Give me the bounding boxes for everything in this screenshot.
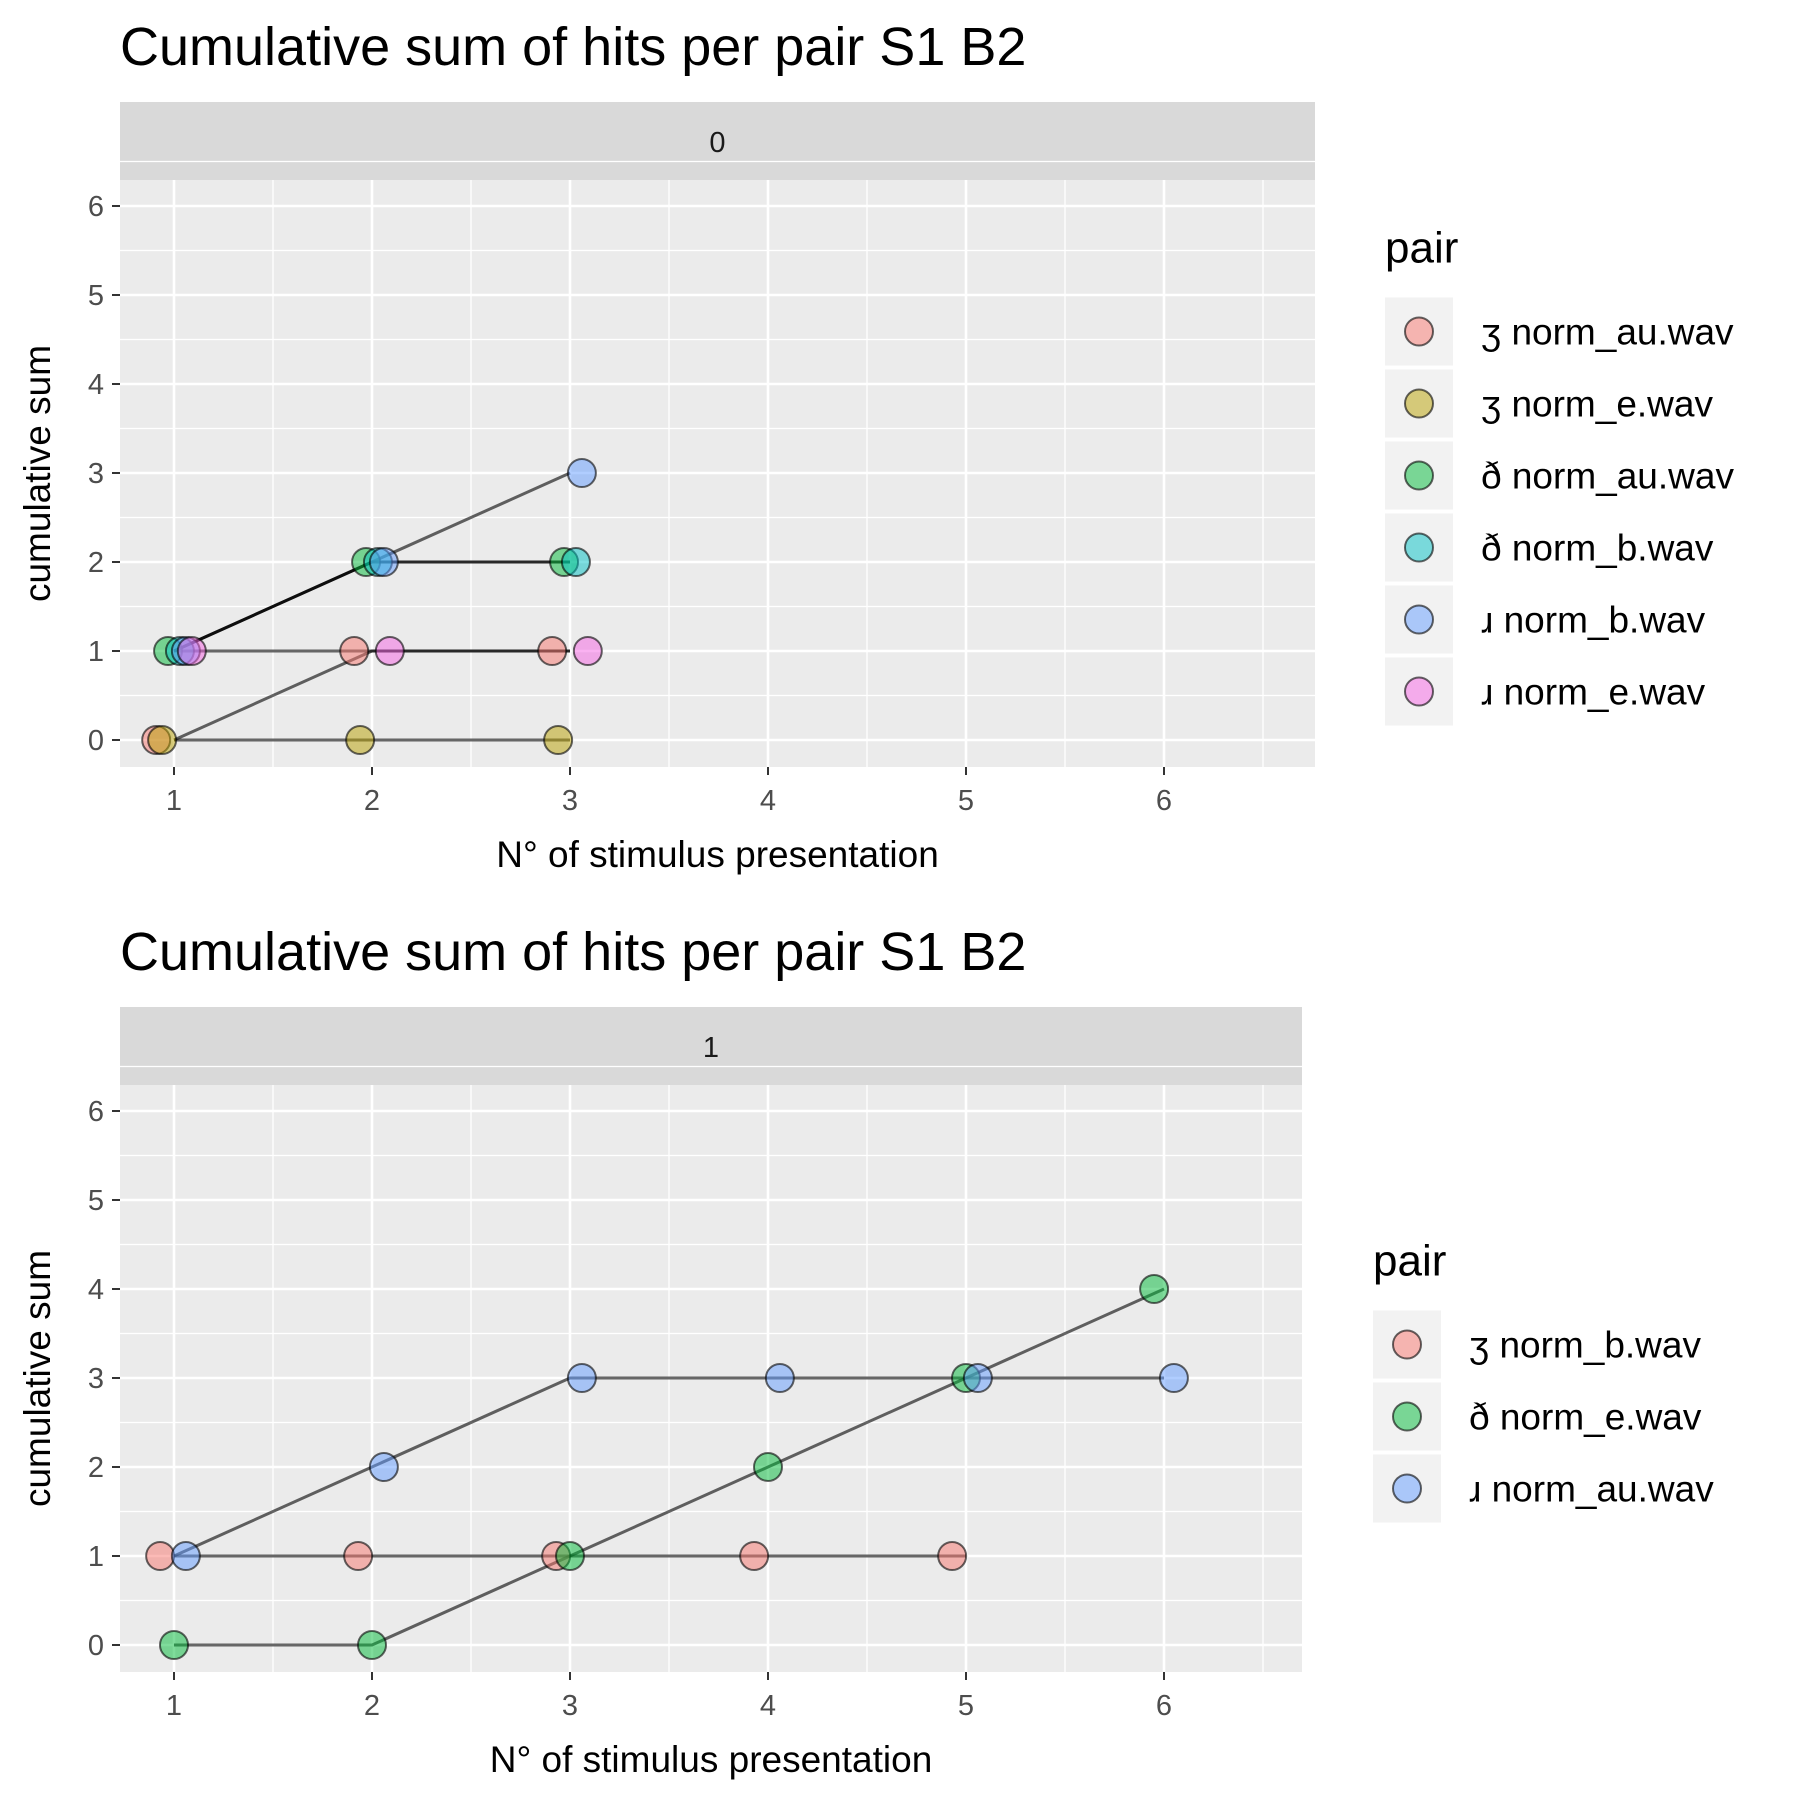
x-tick-label: 6 (1156, 785, 1172, 817)
data-point (753, 1452, 783, 1482)
legend-label: ʒ norm_e.wav (1481, 384, 1713, 425)
y-tick-label: 2 (88, 547, 104, 579)
data-point (374, 636, 405, 666)
x-tick-label: 3 (562, 1690, 578, 1722)
legend-title: pair (1373, 1237, 1446, 1286)
y-axis-label: cumulative sum (17, 1250, 58, 1507)
data-point (159, 1630, 189, 1660)
data-point (345, 725, 376, 755)
y-tick-label: 1 (88, 636, 104, 668)
data-point (962, 1363, 993, 1393)
legend-label: ɹ norm_au.wav (1469, 1469, 1714, 1510)
chart-panel-1: Cumulative sum of hits per pair S1 B2 1 1 2… (17, 922, 1714, 1780)
data-point (555, 1541, 585, 1571)
x-tick-label: 5 (958, 785, 974, 817)
y-tick-label: 0 (88, 1630, 104, 1662)
data-point (764, 1363, 795, 1393)
data-point (572, 636, 603, 666)
legend-marker (1392, 1473, 1422, 1504)
data-point (566, 1363, 597, 1393)
series-line (173, 1376, 1164, 1558)
data-point (1139, 1274, 1170, 1304)
data-point (368, 1452, 399, 1482)
y-tick-label: 5 (88, 280, 104, 312)
y-tick-label: 2 (88, 1452, 104, 1484)
y-tick-label: 5 (88, 1185, 104, 1217)
chart-title: Cumulative sum of hits per pair S1 B2 (120, 17, 1026, 77)
y-tick-label: 6 (88, 1096, 104, 1128)
data-point (543, 725, 574, 755)
x-tick-label: 3 (562, 785, 578, 817)
legend-marker (1404, 676, 1434, 707)
data-point (368, 547, 399, 577)
x-tick-label: 2 (364, 785, 380, 817)
legend-marker (1404, 388, 1434, 419)
y-tick-label: 4 (88, 1274, 104, 1306)
data-point (176, 636, 207, 666)
legend-marker (1404, 316, 1434, 347)
chart-title: Cumulative sum of hits per pair S1 B2 (120, 922, 1026, 982)
facet-strip (120, 102, 1315, 180)
series-line (174, 1287, 1165, 1647)
legend-label: ð norm_e.wav (1469, 1397, 1702, 1438)
x-tick-label: 5 (958, 1690, 974, 1722)
legend-label: ʒ norm_b.wav (1469, 1325, 1701, 1366)
facet-label: 0 (709, 127, 725, 159)
x-tick-label: 2 (364, 1690, 380, 1722)
legend-marker (1404, 460, 1434, 491)
y-tick-label: 3 (88, 458, 104, 490)
legend-marker (1392, 1401, 1422, 1432)
legend-label: ɹ norm_b.wav (1481, 600, 1706, 641)
facet-label: 1 (703, 1032, 719, 1064)
x-axis-label: N° of stimulus presentation (490, 1739, 933, 1780)
legend-marker (1404, 604, 1434, 635)
x-tick-label: 1 (166, 1690, 182, 1722)
chart-panel-0: Cumulative sum of hits per pair S1 B2 0 1 2… (17, 17, 1734, 875)
y-tick-label: 0 (88, 725, 104, 757)
data-point (937, 1541, 968, 1571)
data-point (739, 1541, 770, 1571)
data-point (343, 1541, 374, 1571)
data-point (566, 458, 597, 488)
legend-label: ð norm_au.wav (1481, 456, 1734, 497)
facet-strip (120, 1007, 1302, 1085)
legend-label: ʒ norm_au.wav (1481, 312, 1734, 353)
legend-title: pair (1385, 224, 1458, 273)
y-axis-label: cumulative sum (17, 345, 58, 602)
legend-label: ð norm_b.wav (1481, 528, 1714, 569)
data-point (145, 1541, 176, 1571)
data-point (147, 725, 178, 755)
legend-marker (1404, 532, 1434, 563)
y-tick-label: 6 (88, 191, 104, 223)
y-tick-label: 4 (88, 369, 104, 401)
x-tick-label: 1 (166, 785, 182, 817)
legend-label: ɹ norm_e.wav (1481, 672, 1706, 713)
y-tick-label: 3 (88, 1363, 104, 1395)
data-point (357, 1630, 387, 1660)
data-point (537, 636, 568, 666)
x-tick-label: 6 (1156, 1690, 1172, 1722)
x-tick-label: 4 (760, 785, 776, 817)
data-point (170, 1541, 201, 1571)
y-tick-label: 1 (88, 1541, 104, 1573)
data-point (339, 636, 370, 666)
legend-marker (1392, 1329, 1422, 1360)
data-point (1158, 1363, 1189, 1393)
data-point (560, 547, 591, 577)
x-tick-label: 4 (760, 1690, 776, 1722)
x-axis-label: N° of stimulus presentation (496, 834, 939, 875)
